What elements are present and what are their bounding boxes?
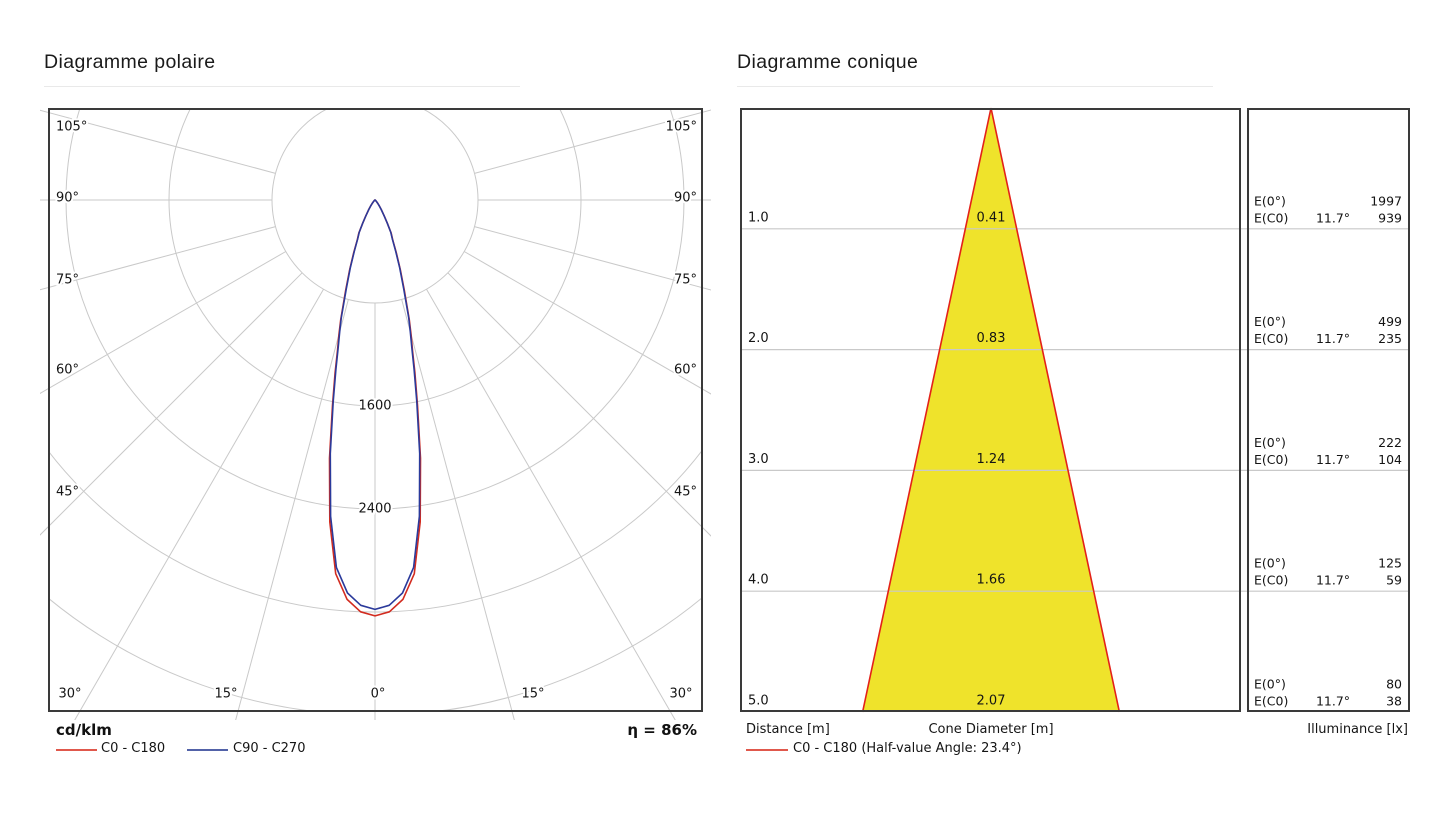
polar-grid-radial-line — [40, 272, 303, 536]
illuminance-ec0-label: E(C0) — [1254, 452, 1288, 467]
polar-grid-radial-line — [447, 272, 711, 537]
polar-diagram-title: Diagramme polaire — [44, 51, 216, 73]
cone-title-rule — [737, 86, 1213, 87]
polar-grid-ring — [168, 108, 582, 407]
polar-curve-c90-c270 — [329, 199, 421, 611]
polar-ring-value-label: 1600 — [358, 399, 391, 414]
illuminance-angle-value: 11.7° — [1316, 210, 1350, 225]
polar-intensity-chart: 1600 2400 105° 105° 90° 90° 75° 75° 60° 60° 45° 45°… — [40, 108, 711, 720]
polar-angle-label-left: 60° — [56, 363, 79, 378]
illuminance-ec0-label: E(C0) — [1254, 331, 1288, 346]
illuminance-angle-value: 11.7° — [1316, 331, 1350, 346]
illuminance-e0-label: E(0°) — [1254, 677, 1286, 692]
polar-legend-c90-line — [187, 749, 228, 751]
illuminance-box-frame — [1247, 108, 1410, 712]
polar-angle-label-left: 75° — [56, 273, 79, 288]
cone-chart-frame — [740, 108, 1241, 712]
polar-angle-label-right: 105° — [666, 120, 697, 135]
illuminance-e0-label: E(0°) — [1254, 193, 1286, 208]
polar-grid-radial-line — [40, 251, 287, 394]
illuminance-e0-value: 125 — [1378, 556, 1402, 571]
polar-grid-radial-line — [401, 299, 515, 720]
cone-row-diameter-value: 0.41 — [977, 210, 1006, 225]
polar-angle-label-bottom: 30° — [669, 687, 692, 702]
polar-angle-label-bottom: 0° — [371, 687, 386, 702]
illuminance-ec0-value: 104 — [1378, 452, 1402, 467]
illuminance-e0-value: 499 — [1378, 314, 1402, 329]
cone-row-distance-value: 2.0 — [748, 331, 769, 346]
polar-grid-ring — [48, 448, 703, 613]
cone-diagram-title: Diagramme conique — [737, 51, 919, 73]
polar-angle-label-left: 45° — [56, 485, 79, 500]
illuminance-ec0-label: E(C0) — [1254, 210, 1288, 225]
illuminance-ec0-value: 38 — [1386, 694, 1402, 709]
polar-grid-radial-line — [463, 251, 711, 395]
polar-angle-label-bottom: 15° — [214, 687, 237, 702]
polar-grid-radial-lines — [40, 109, 711, 720]
polar-grid-ring — [271, 108, 479, 304]
polar-grid-ring — [65, 108, 685, 510]
illuminance-e0-label: E(0°) — [1254, 556, 1286, 571]
polar-angle-label-right: 60° — [674, 363, 697, 378]
illuminance-ec0-label: E(C0) — [1254, 573, 1288, 588]
illuminance-ec0-value: 59 — [1386, 573, 1402, 588]
cone-row-diameter-value: 2.07 — [977, 694, 1006, 709]
polar-grid-radial-line — [474, 109, 711, 174]
cone-row-distance-value: 4.0 — [748, 573, 769, 588]
polar-ring-value-label: 2400 — [358, 502, 391, 517]
illuminance-e0-value: 80 — [1386, 677, 1402, 692]
polar-unit-label: cd/klm — [56, 721, 112, 739]
cone-row-diameter-value: 1.24 — [977, 452, 1006, 467]
polar-grid-radial-line — [40, 226, 276, 291]
polar-angle-label-bottom: 15° — [521, 687, 544, 702]
polar-grid-radial-line — [40, 109, 276, 174]
illuminance-e0-label: E(0°) — [1254, 435, 1286, 450]
polar-angle-label-right: 90° — [674, 191, 697, 206]
polar-grid-rings — [48, 108, 703, 712]
cone-row-distance-value: 3.0 — [748, 452, 769, 467]
polar-angle-label-left: 90° — [56, 191, 79, 206]
polar-legend-c0-line — [56, 749, 97, 751]
cone-row-distance-value: 5.0 — [748, 694, 769, 709]
illuminance-angle-value: 11.7° — [1316, 694, 1350, 709]
polar-title-rule — [44, 86, 520, 87]
polar-legend-c90-label: C90 - C270 — [233, 741, 306, 756]
polar-grid-radial-line — [235, 299, 349, 720]
polar-grid-radial-line — [74, 288, 324, 720]
polar-angle-label-right: 75° — [674, 273, 697, 288]
illuminance-ec0-value: 235 — [1378, 331, 1402, 346]
polar-efficiency-value: η = 86% — [627, 721, 697, 739]
illuminance-ec0-label: E(C0) — [1254, 694, 1288, 709]
cone-diagram-chart: 1.0 0.41 E(0°) 1997 E(C0) 11.7° 939 2.0 0.83 E(0°… — [740, 107, 1410, 713]
polar-grid-radial-line — [474, 226, 711, 291]
cone-beam-fill — [862, 108, 1120, 712]
polar-angle-label-right: 45° — [674, 485, 697, 500]
cone-beam-edge-left — [861, 107, 992, 713]
cone-row-distance-value: 1.0 — [748, 210, 769, 225]
cone-row-diameter-value: 1.66 — [977, 573, 1006, 588]
illuminance-e0-value: 1997 — [1370, 193, 1402, 208]
cone-row-diameter-value: 0.83 — [977, 331, 1006, 346]
polar-angle-label-bottom: 30° — [58, 687, 81, 702]
cone-distance-axis-label: Distance [m] — [746, 722, 830, 737]
cone-legend-line — [746, 749, 788, 751]
illuminance-angle-value: 11.7° — [1316, 452, 1350, 467]
illuminance-e0-value: 222 — [1378, 435, 1402, 450]
polar-grid-radial-line — [426, 288, 676, 720]
polar-angle-label-left: 105° — [56, 120, 87, 135]
cone-legend-label: C0 - C180 (Half-value Angle: 23.4°) — [793, 741, 1022, 756]
polar-legend-c0-label: C0 - C180 — [101, 741, 166, 756]
cone-diameter-axis-label: Cone Diameter [m] — [928, 722, 1054, 737]
cone-beam-edge-right — [990, 107, 1121, 713]
illuminance-ec0-value: 939 — [1378, 210, 1402, 225]
illuminance-angle-value: 11.7° — [1316, 573, 1350, 588]
illuminance-e0-label: E(0°) — [1254, 314, 1286, 329]
polar-chart-frame — [48, 108, 703, 712]
cone-illuminance-axis-label: Illuminance [lx] — [1307, 722, 1408, 737]
